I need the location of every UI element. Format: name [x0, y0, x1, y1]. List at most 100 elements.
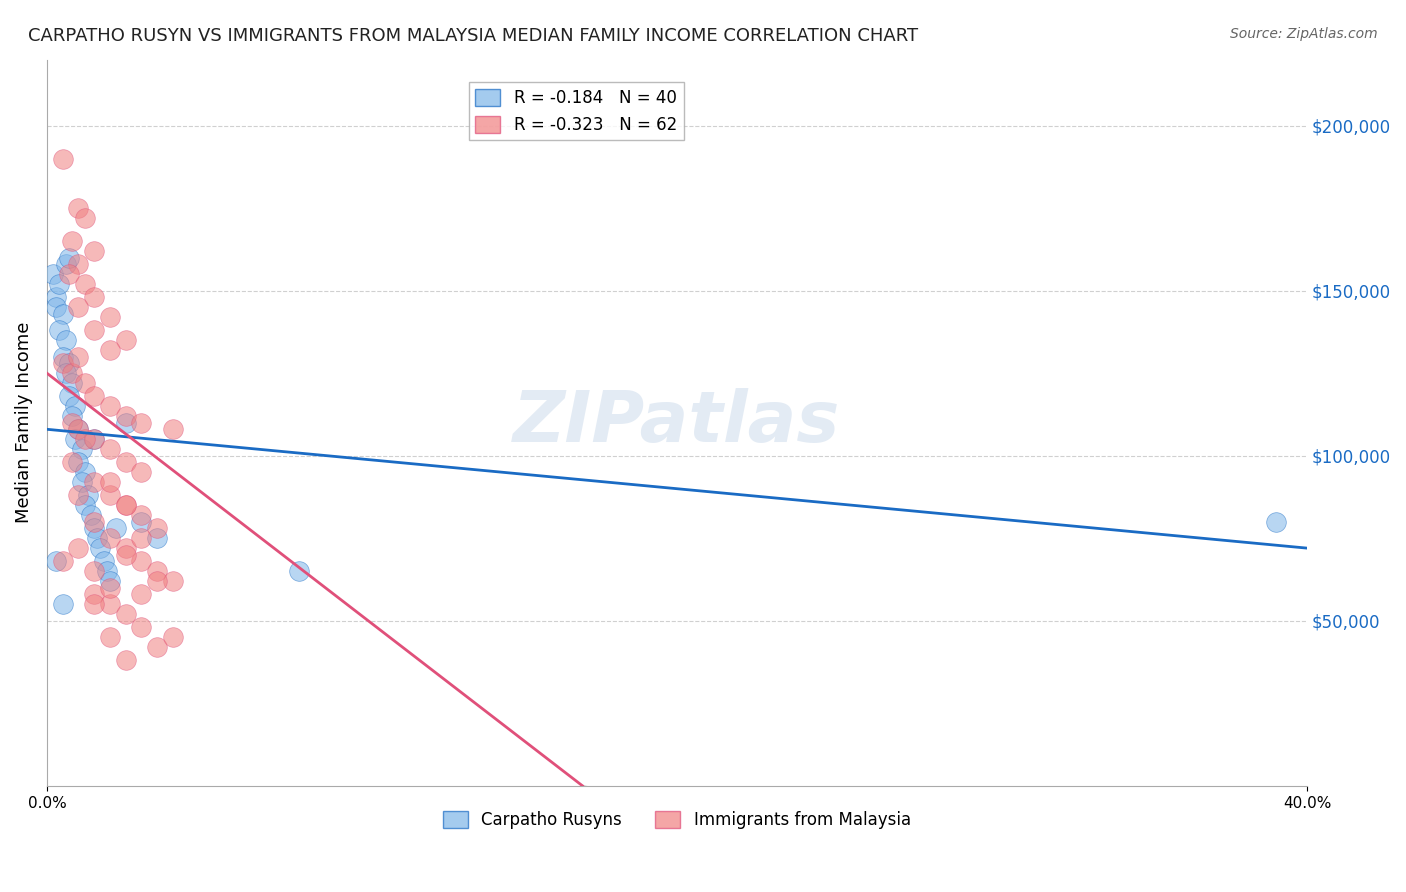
Point — [48, 277, 70, 291]
Point — [83, 290, 105, 304]
Point — [146, 531, 169, 545]
Text: CARPATHO RUSYN VS IMMIGRANTS FROM MALAYSIA MEDIAN FAMILY INCOME CORRELATION CHAR: CARPATHO RUSYN VS IMMIGRANTS FROM MALAYS… — [28, 27, 918, 45]
Point — [93, 554, 115, 568]
Point — [52, 350, 75, 364]
Point — [1264, 515, 1286, 529]
Point — [114, 498, 136, 512]
Point — [45, 290, 67, 304]
Point — [83, 597, 105, 611]
Point — [70, 475, 93, 489]
Point — [98, 310, 121, 324]
Point — [60, 234, 83, 248]
Point — [131, 587, 153, 601]
Point — [114, 409, 136, 423]
Point — [83, 475, 105, 489]
Point — [114, 607, 136, 622]
Point — [60, 416, 83, 430]
Point — [114, 548, 136, 562]
Point — [83, 564, 105, 578]
Point — [73, 498, 96, 512]
Point — [83, 521, 105, 535]
Point — [52, 152, 75, 166]
Point — [114, 498, 136, 512]
Point — [45, 300, 67, 314]
Point — [52, 554, 75, 568]
Point — [60, 409, 83, 423]
Legend: Carpatho Rusyns, Immigrants from Malaysia: Carpatho Rusyns, Immigrants from Malaysi… — [436, 804, 918, 836]
Point — [114, 333, 136, 347]
Point — [131, 416, 153, 430]
Point — [48, 323, 70, 337]
Point — [105, 521, 128, 535]
Point — [73, 465, 96, 479]
Point — [65, 432, 87, 446]
Point — [55, 333, 77, 347]
Text: ZIPatlas: ZIPatlas — [513, 388, 841, 458]
Point — [131, 620, 153, 634]
Point — [70, 442, 93, 456]
Point — [146, 574, 169, 588]
Point — [98, 343, 121, 357]
Point — [58, 251, 80, 265]
Point — [98, 597, 121, 611]
Point — [52, 356, 75, 370]
Point — [60, 455, 83, 469]
Point — [86, 531, 108, 545]
Point — [131, 554, 153, 568]
Point — [67, 257, 90, 271]
Point — [67, 541, 90, 555]
Point — [73, 211, 96, 225]
Point — [73, 376, 96, 390]
Point — [67, 300, 90, 314]
Point — [98, 399, 121, 413]
Point — [55, 366, 77, 380]
Point — [146, 521, 169, 535]
Point — [67, 350, 90, 364]
Point — [60, 376, 83, 390]
Point — [42, 267, 65, 281]
Point — [114, 653, 136, 667]
Point — [131, 515, 153, 529]
Point — [83, 587, 105, 601]
Point — [58, 356, 80, 370]
Point — [67, 201, 90, 215]
Point — [83, 323, 105, 337]
Point — [83, 389, 105, 403]
Point — [96, 564, 118, 578]
Point — [131, 531, 153, 545]
Point — [98, 574, 121, 588]
Point — [45, 554, 67, 568]
Point — [98, 442, 121, 456]
Point — [98, 475, 121, 489]
Point — [73, 277, 96, 291]
Point — [58, 267, 80, 281]
Point — [131, 465, 153, 479]
Point — [52, 597, 75, 611]
Point — [60, 366, 83, 380]
Y-axis label: Median Family Income: Median Family Income — [15, 322, 32, 524]
Point — [98, 531, 121, 545]
Point — [98, 630, 121, 644]
Point — [83, 432, 105, 446]
Point — [65, 399, 87, 413]
Point — [114, 416, 136, 430]
Point — [67, 455, 90, 469]
Point — [67, 422, 90, 436]
Point — [67, 422, 90, 436]
Point — [83, 244, 105, 258]
Point — [98, 581, 121, 595]
Point — [288, 564, 311, 578]
Point — [146, 640, 169, 655]
Point — [162, 422, 184, 436]
Point — [98, 488, 121, 502]
Point — [162, 574, 184, 588]
Point — [67, 488, 90, 502]
Point — [114, 455, 136, 469]
Point — [55, 257, 77, 271]
Text: Source: ZipAtlas.com: Source: ZipAtlas.com — [1230, 27, 1378, 41]
Point — [83, 515, 105, 529]
Point — [58, 389, 80, 403]
Point — [162, 630, 184, 644]
Point — [76, 488, 98, 502]
Point — [131, 508, 153, 522]
